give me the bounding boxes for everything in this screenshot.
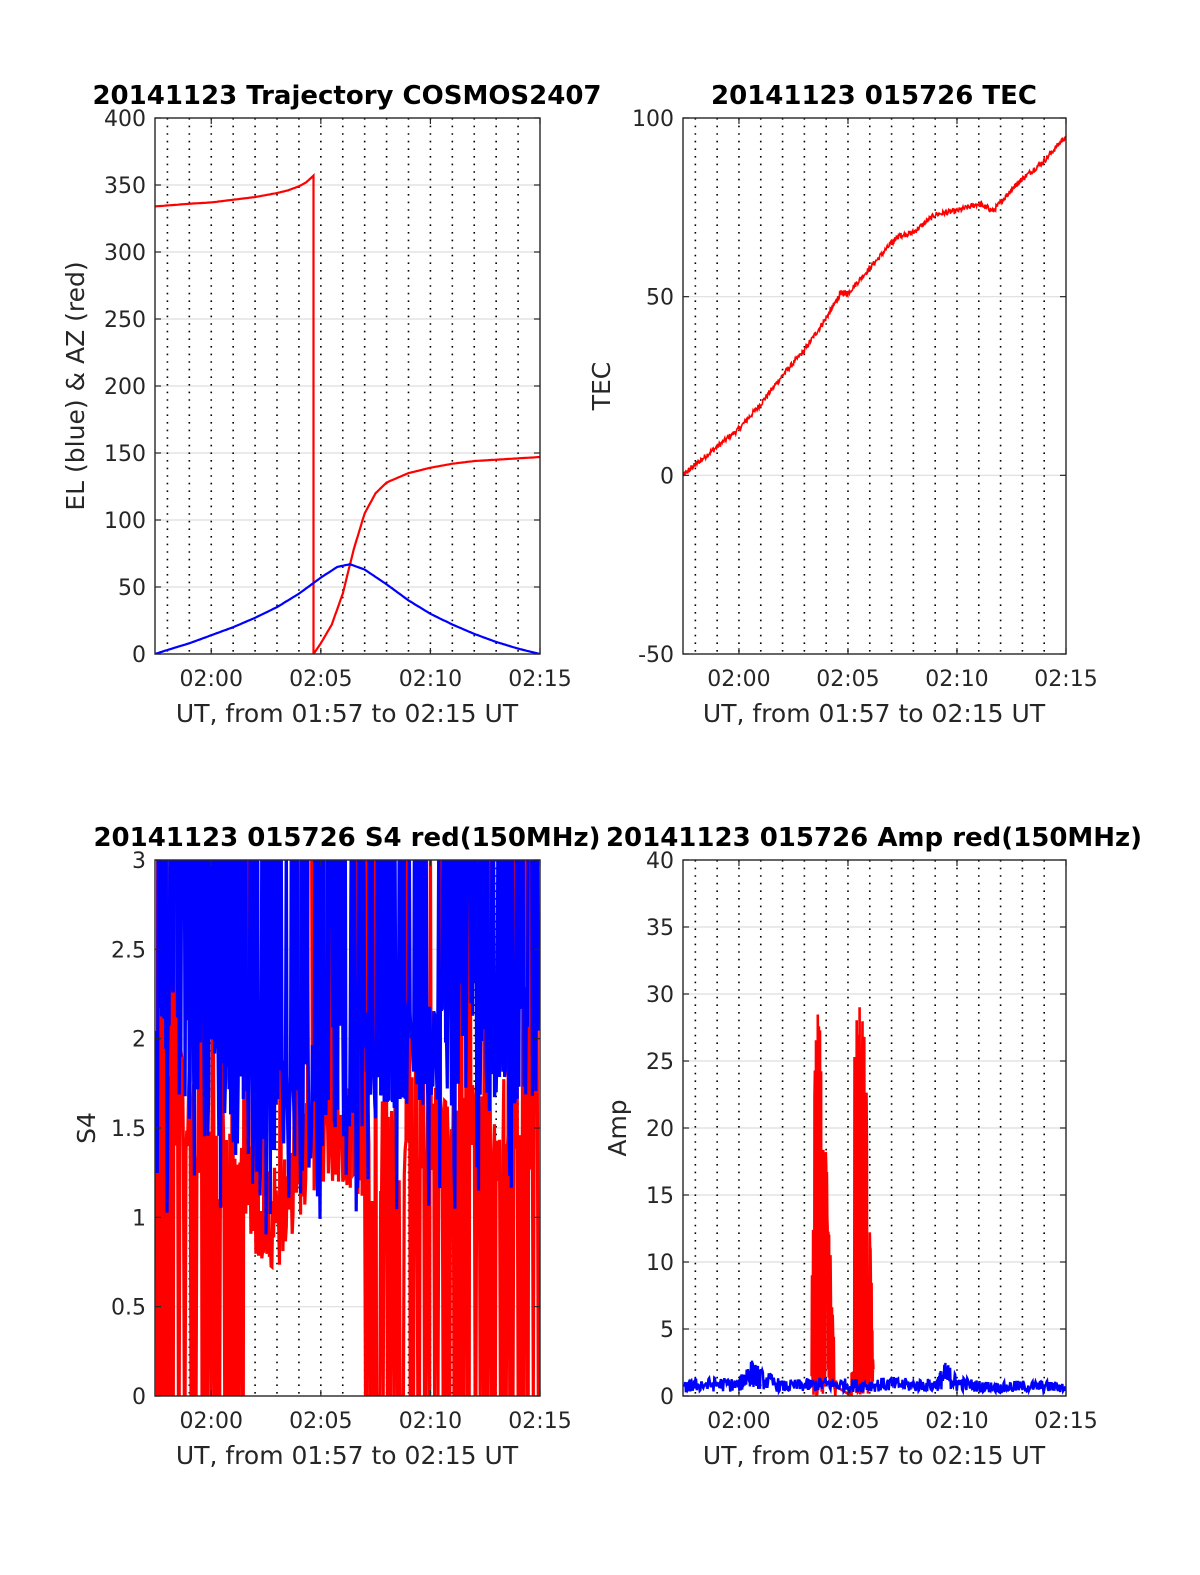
s4-ytick-label: 1	[132, 1206, 146, 1231]
tec-ytick-label: 100	[632, 107, 674, 132]
tec-ytick-label: 50	[646, 286, 674, 311]
trajectory-ytick-label: 0	[132, 643, 146, 668]
tec-axes-frame	[682, 117, 1067, 655]
trajectory-series-1	[155, 172, 540, 654]
amp-xtick-label: 02:15	[1034, 1409, 1097, 1434]
amp-ytick-label: 35	[646, 916, 674, 941]
trajectory-ytick-label: 100	[104, 509, 146, 534]
amp-ytick-label: 30	[646, 983, 674, 1008]
s4-ytick-label: 1.5	[111, 1117, 146, 1142]
trajectory-xlabel: UT, from 01:57 to 02:15 UT	[176, 699, 519, 728]
amp-ytick-label: 40	[646, 849, 674, 874]
s4-xtick-label: 02:15	[508, 1409, 571, 1434]
amp-ytick-label: 20	[646, 1117, 674, 1142]
tec-title: 20141123 015726 TEC	[711, 81, 1037, 111]
amp-xlabel: UT, from 01:57 to 02:15 UT	[703, 1441, 1046, 1470]
s4-ytick-label: 0.5	[111, 1296, 146, 1321]
trajectory-series-2	[155, 563, 540, 654]
trajectory-ytick-label: 200	[104, 375, 146, 400]
amp-xtick-label: 02:00	[707, 1409, 770, 1434]
amp-ytick-label: 25	[646, 1050, 674, 1075]
s4-ytick-label: 0	[132, 1385, 146, 1410]
amp-ytick-label: 15	[646, 1184, 674, 1209]
s4-xtick-label: 02:05	[289, 1409, 352, 1434]
s4-ytick-label: 3	[132, 849, 146, 874]
s4-panel: 20141123 015726 S4 red(150MHz) 0 0.5 1 1.5 2…	[72, 823, 601, 1470]
trajectory-panel: 20141123 Trajectory COSMOS2407 0 50 100 150…	[61, 81, 602, 728]
trajectory-ytick-label: 300	[104, 241, 146, 266]
tec-ylabel: TEC	[587, 362, 616, 412]
tec-xlabel: UT, from 01:57 to 02:15 UT	[703, 699, 1046, 728]
s4-ytick-label: 2	[132, 1028, 146, 1053]
trajectory-xtick-label: 02:00	[180, 667, 243, 692]
tec-plot-area: -50 0 50 100 02:00 02:05 02:10 02:15	[632, 107, 1098, 692]
trajectory-ytick-label: 50	[118, 576, 146, 601]
amp-title: 20141123 015726 Amp red(150MHz)	[606, 823, 1142, 853]
s4-title: 20141123 015726 S4 red(150MHz)	[93, 823, 600, 853]
s4-series-1	[155, 860, 540, 1396]
trajectory-ytick-label: 250	[104, 308, 146, 333]
s4-series-2	[155, 860, 540, 1235]
amp-ytick-label: 0	[660, 1385, 674, 1410]
trajectory-xtick-label: 02:10	[399, 667, 462, 692]
s4-plot-area: 0 0.5 1 1.5 2 2.5 3 02:00 02:05 02:10 02:15	[111, 849, 572, 1434]
tec-xtick-label: 02:10	[925, 667, 988, 692]
trajectory-xtick-label: 02:15	[508, 667, 571, 692]
trajectory-ytick-label: 350	[104, 174, 146, 199]
amp-xtick-label: 02:05	[816, 1409, 879, 1434]
trajectory-xtick-label: 02:05	[289, 667, 352, 692]
amp-series-2	[683, 1360, 1066, 1396]
s4-xtick-label: 02:00	[180, 1409, 243, 1434]
amp-ytick-label: 5	[660, 1318, 674, 1343]
s4-xlabel: UT, from 01:57 to 02:15 UT	[176, 1441, 519, 1470]
tec-ytick-label: -50	[638, 643, 674, 668]
tec-ytick-label: 0	[660, 464, 674, 489]
tec-xtick-label: 02:00	[707, 667, 770, 692]
trajectory-ylabel: EL (blue) & AZ (red)	[61, 261, 90, 510]
tec-xtick-label: 02:15	[1034, 667, 1097, 692]
amp-plot-area: 0 5 10 15 20 25 30 35 40 02:00 02:05 02:10 02:15	[646, 849, 1098, 1434]
s4-ylabel: S4	[72, 1112, 101, 1144]
amp-ytick-label: 10	[646, 1251, 674, 1276]
amp-series-1	[810, 1007, 875, 1396]
trajectory-plot-area: 0 50 100 150 200 250 300 350 400 02:00 02:05 02:10 0…	[104, 107, 572, 692]
tec-panel: 20141123 015726 TEC -50 0 50 100 02:00 02:05 0…	[587, 81, 1098, 728]
trajectory-ytick-label: 400	[104, 107, 146, 132]
trajectory-title: 20141123 Trajectory COSMOS2407	[92, 81, 601, 111]
amp-xtick-label: 02:10	[925, 1409, 988, 1434]
trajectory-ytick-label: 150	[104, 442, 146, 467]
s4-ytick-label: 2.5	[111, 938, 146, 963]
s4-xtick-label: 02:10	[399, 1409, 462, 1434]
amp-panel: 20141123 015726 Amp red(150MHz) 0 5 10 15 20…	[603, 823, 1142, 1470]
amp-ylabel: Amp	[603, 1099, 632, 1156]
tec-series-1	[683, 135, 1066, 477]
tec-xtick-label: 02:05	[816, 667, 879, 692]
